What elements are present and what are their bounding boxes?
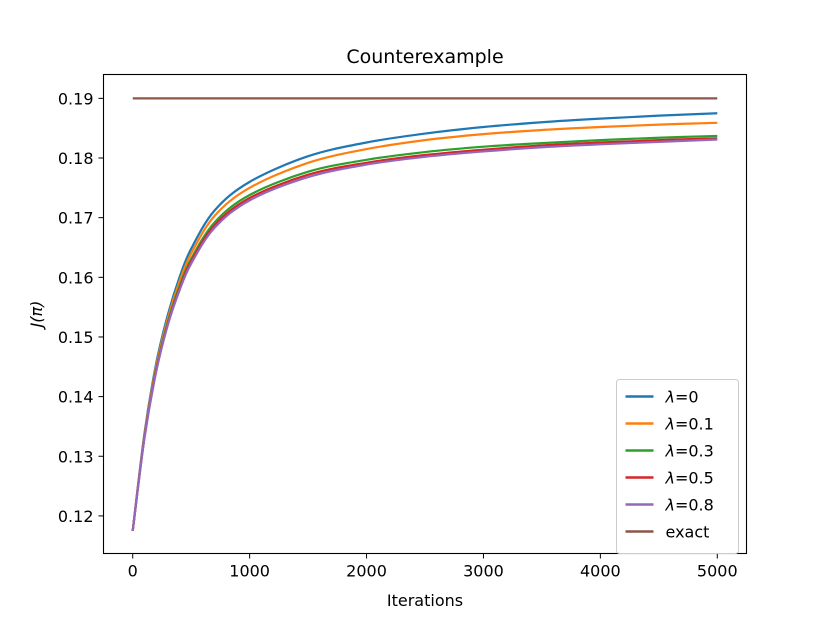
legend-entry: λ=0.8	[665, 496, 714, 515]
legend-entry: exact	[666, 523, 710, 542]
y-tick-label: 0.17	[58, 209, 94, 228]
legend: λ=0 λ=0.1 λ=0.3 λ=0.5 λ=0.8 exact	[616, 379, 739, 554]
plot-area-frame	[102, 73, 748, 555]
legend-entry: λ=0.5	[665, 469, 714, 488]
x-tick-label: 0	[128, 562, 138, 581]
legend-entry: λ=0	[665, 388, 699, 407]
x-tick-label: 5000	[697, 562, 738, 581]
x-tick-label: 4000	[580, 562, 621, 581]
x-tick-label: 2000	[346, 562, 387, 581]
legend-entry: λ=0.3	[665, 442, 714, 461]
y-axis-ticks: 0.12 0.13 0.14 0.15 0.16 0.17 0.18 0.19	[58, 89, 104, 526]
y-tick-label: 0.14	[58, 388, 94, 407]
x-tick-label: 1000	[229, 562, 270, 581]
y-tick-label: 0.18	[58, 149, 94, 168]
legend-entry: λ=0.1	[665, 415, 714, 434]
y-tick-label: 0.13	[58, 447, 94, 466]
y-tick-label: 0.16	[58, 268, 94, 287]
series-line-4	[131, 138, 718, 531]
plot-lines	[131, 97, 718, 531]
chart-title: Counterexample	[346, 46, 503, 68]
y-tick-label: 0.19	[58, 89, 94, 108]
y-tick-label: 0.12	[58, 507, 94, 526]
x-axis-ticks: 0 1000 2000 3000 4000 5000	[128, 553, 738, 581]
x-axis-label: Iterations	[387, 591, 463, 610]
y-axis-label: J(π)	[27, 301, 46, 331]
y-tick-label: 0.15	[58, 328, 94, 347]
x-tick-label: 3000	[463, 562, 504, 581]
